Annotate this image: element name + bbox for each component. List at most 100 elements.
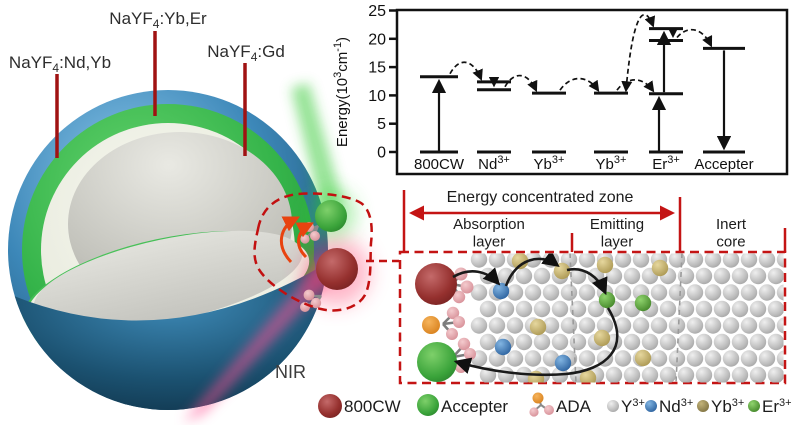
lattice-atom: [578, 317, 596, 334]
dopant-atom-yb: [596, 256, 614, 274]
lattice-panel: [398, 250, 787, 385]
legend-nd-icon: [645, 400, 657, 412]
lattice-atom: [686, 350, 704, 367]
lattice-atom: [695, 267, 713, 285]
species-label: Yb3+: [596, 154, 627, 173]
nir-label: NIR: [275, 362, 306, 382]
lattice-atom: [740, 350, 758, 367]
lattice-atom: [614, 284, 632, 301]
y-tick-label: 15: [368, 60, 386, 77]
layer-dividers: [569, 253, 683, 383]
lattice-atom: [776, 253, 784, 268]
lattice-atom: [515, 267, 533, 285]
energy-transfer-dashed-arrow: [621, 13, 656, 93]
lattice-atom: [632, 253, 650, 268]
lattice-atom: [479, 300, 497, 318]
species-label: Accepter: [694, 156, 753, 173]
lattice-atom: [650, 284, 668, 301]
y-axis-label: Energy(103cm-1): [332, 37, 351, 147]
legend-yb-icon: [697, 400, 709, 412]
lattice-atom: [731, 366, 749, 383]
legend-nd-label: Nd3+: [659, 397, 693, 416]
legend-accepter-icon: [417, 394, 439, 416]
lattice-atom: [650, 317, 668, 334]
y-axis-ticks: 0 5 10 15 20 25: [368, 3, 397, 162]
lattice-atom: [497, 366, 515, 383]
lattice-atom: [560, 317, 578, 334]
lattice-atom: [488, 253, 506, 268]
transition-arrows: [431, 27, 732, 151]
dopant-atom-nd: [492, 282, 510, 300]
dopant-atom-yb: [634, 349, 652, 367]
lattice-atom: [713, 333, 731, 351]
core-shell-nanoparticle: [8, 90, 328, 410]
lattice-atom: [704, 350, 722, 367]
lattice-atom: [569, 267, 587, 285]
lattice-atom: [632, 317, 650, 334]
lattice-atom: [596, 317, 614, 334]
lattice-atom: [767, 300, 784, 318]
nir-excitation-beam: [183, 258, 341, 422]
green-emission-beam: [291, 83, 343, 212]
absorption-layer-label: Absorption layer: [453, 216, 525, 251]
lattice-atom: [695, 366, 713, 383]
lattice-atom: [551, 300, 569, 318]
lattice-atom: [470, 284, 488, 301]
lattice-atom: [713, 366, 731, 383]
lattice-atom: [470, 317, 488, 334]
shell-labels: NaYF4:Nd,Yb NaYF4:Yb,Er NaYF4:Gd: [9, 9, 285, 158]
lattice-atom: [569, 300, 587, 318]
800cw-dye-sphere: [316, 248, 358, 290]
zone-boundaries: [402, 190, 787, 252]
emitting-layer-label: Emitting layer: [590, 216, 644, 251]
lattice-atom: [542, 284, 560, 301]
lattice-atom: [533, 267, 551, 285]
lattice-atom: [731, 333, 749, 351]
lattice-atom: [713, 267, 731, 285]
lattice-atom: [776, 284, 784, 301]
lattice-atom: [470, 253, 488, 268]
zone-title: Energy concentrated zone: [447, 189, 634, 206]
energy-transfer-arrows: [280, 216, 314, 264]
inert-core-label: Inert core: [716, 216, 747, 251]
energy-level-diagram: Energy(103cm-1) 0 5 10 15 20 25 800CW Nd3+ Yb3+…: [332, 3, 789, 176]
lattice-atom: [677, 366, 695, 383]
lattice-atom: [497, 300, 515, 318]
lattice-atom: [506, 317, 524, 334]
lattice-atoms: [470, 253, 784, 383]
lattice-atom: [758, 317, 776, 334]
y-tick-label: 10: [368, 88, 386, 105]
legend-800cw-icon: [318, 394, 342, 418]
lattice-atom: [506, 350, 524, 367]
label-middle-shell: NaYF4:Yb,Er: [109, 9, 207, 31]
lattice-atom: [668, 284, 686, 301]
label-outer-shell: NaYF4:Nd,Yb: [9, 53, 111, 75]
zone-annotations: Energy concentrated zone Absorption layer…: [402, 189, 787, 252]
energy-transfer-dashed-arrows: [449, 13, 713, 93]
lattice-atom: [542, 317, 560, 334]
lattice-atom: [695, 300, 713, 318]
lattice-atom: [731, 300, 749, 318]
panel-dashed-border: [398, 250, 787, 385]
dopant-atom-nd: [494, 338, 512, 356]
energy-transfer-dashed-arrow: [616, 79, 655, 93]
energy-levels: [420, 27, 745, 154]
lattice-atom: [740, 284, 758, 301]
lattice-atom: [776, 350, 784, 367]
lattice-atom: [704, 284, 722, 301]
panel-ada-orange-sphere: [422, 316, 440, 334]
y-tick-label: 0: [377, 145, 386, 162]
lattice-atom: [758, 284, 776, 301]
light-beams: [183, 83, 370, 422]
lattice-atom: [614, 317, 632, 334]
dopant-atom-er: [598, 291, 616, 309]
lattice-atom: [578, 253, 596, 268]
lattice-atom: [686, 317, 704, 334]
lattice-atom: [578, 284, 596, 301]
lattice-atom: [740, 253, 758, 268]
lattice-atom: [488, 317, 506, 334]
cut-plane: [14, 230, 327, 410]
lattice-atom: [587, 300, 605, 318]
legend-ada-icon: [529, 392, 554, 417]
